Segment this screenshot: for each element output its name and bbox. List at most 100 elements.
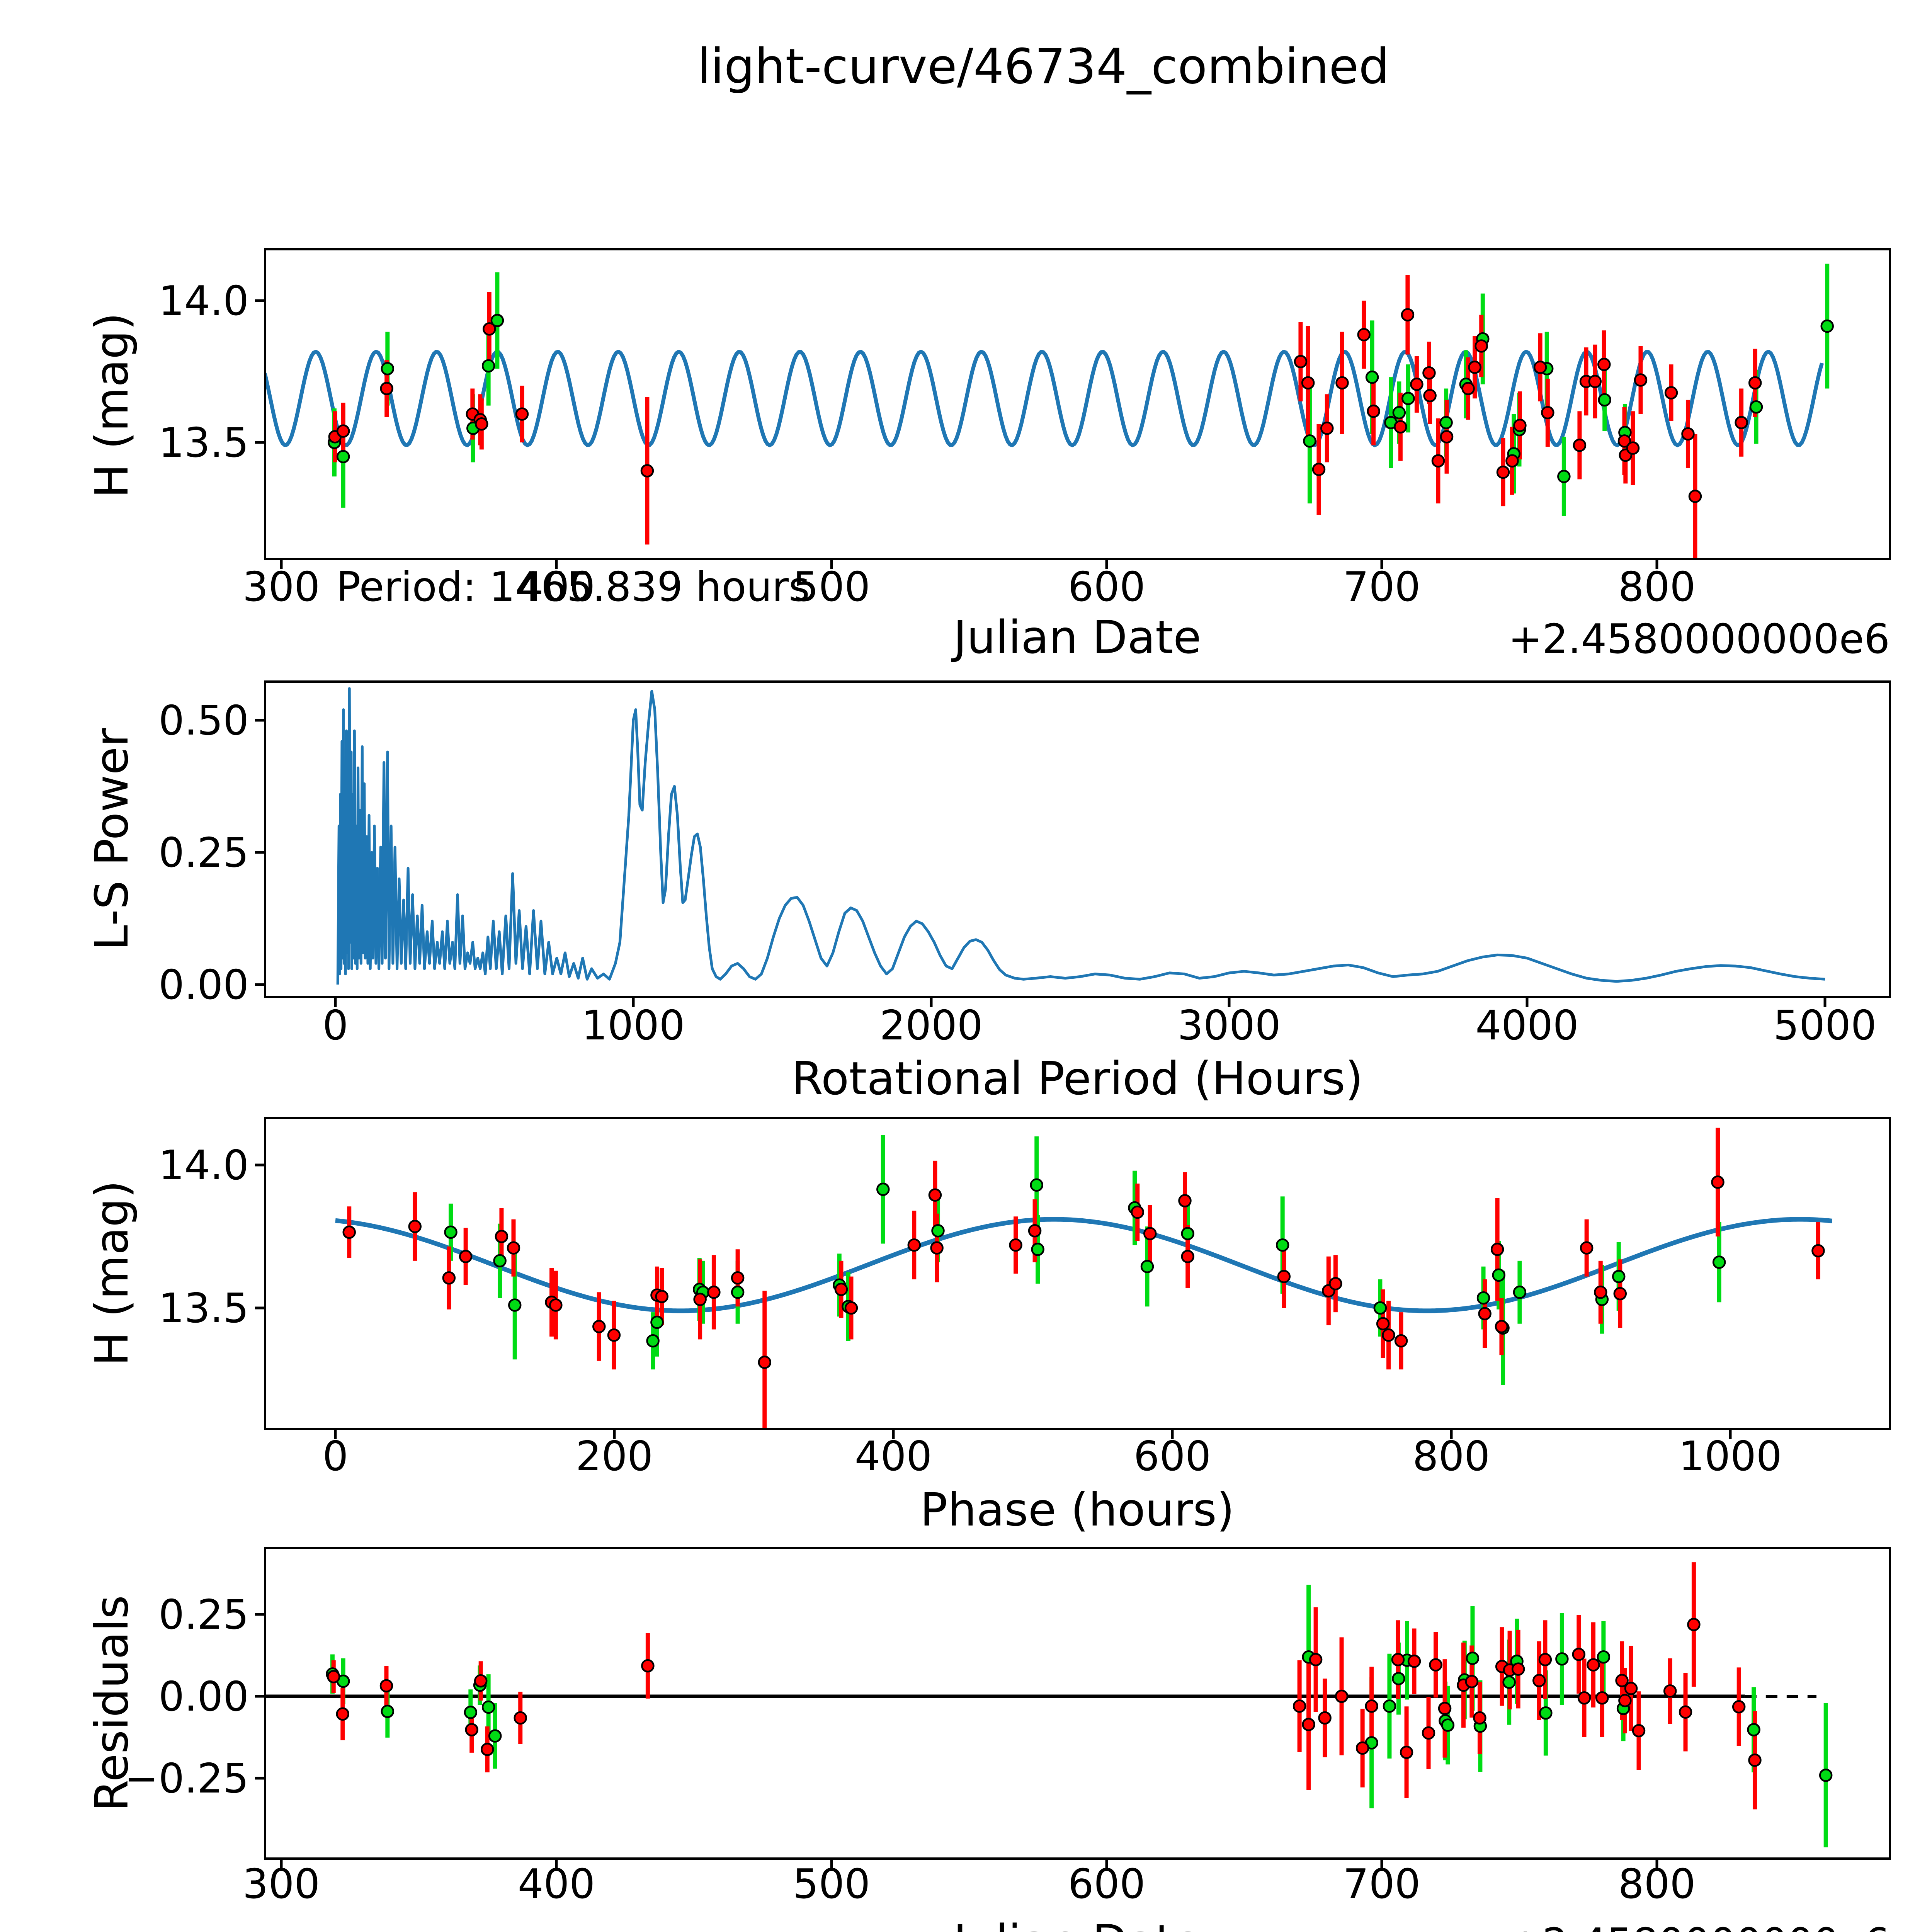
p3-x-tick-label: 200 (576, 1433, 653, 1480)
red-data-point (1732, 1700, 1746, 1714)
p1-x-tick-label: 800 (1618, 563, 1696, 611)
green-data-point (1383, 1699, 1396, 1713)
red-data-point (1422, 366, 1436, 380)
green-data-point (493, 1254, 507, 1268)
red-data-point (592, 1320, 606, 1333)
red-data-point (1422, 1726, 1435, 1740)
p2-x-tick-label: 5000 (1773, 1002, 1876, 1049)
red-data-point (1577, 1691, 1591, 1705)
green-data-point (1392, 1672, 1405, 1685)
p2-x-tick-label: 0 (323, 1002, 349, 1049)
red-data-point (483, 322, 496, 336)
red-data-point (1688, 490, 1702, 503)
red-data-point (459, 1250, 473, 1264)
green-data-point (1502, 1675, 1516, 1689)
red-data-point (1735, 416, 1748, 429)
p3-x-tick-label: 0 (323, 1433, 349, 1480)
red-data-point (1478, 1307, 1492, 1321)
green-data-point (381, 1704, 395, 1718)
green-data-point (1365, 370, 1379, 384)
red-data-point (465, 1723, 478, 1736)
red-data-point (1580, 1241, 1594, 1255)
red-data-point (481, 1743, 494, 1756)
p3-axes-box (264, 1117, 1891, 1430)
red-data-point (474, 1674, 488, 1688)
periodogram-curve (336, 687, 1825, 985)
red-data-point (1028, 1224, 1042, 1238)
p3-x-tick-label: 400 (855, 1433, 932, 1480)
red-data-point (1511, 1662, 1525, 1676)
p2-axes-box (264, 680, 1891, 998)
green-data-point (1392, 406, 1406, 420)
red-data-point (758, 1355, 772, 1369)
p4-x-tick-label: 400 (518, 1861, 595, 1908)
red-data-point (1143, 1227, 1157, 1240)
red-data-point (1811, 1244, 1825, 1258)
red-data-point (1394, 420, 1407, 434)
red-data-point (844, 1301, 858, 1315)
red-data-point (1496, 465, 1510, 479)
red-data-point (336, 1707, 350, 1721)
p1-x-offset: +2.4580000000e6 (1508, 616, 1890, 663)
red-data-point (1301, 376, 1315, 390)
green-data-point (1539, 1706, 1553, 1720)
red-data-point (1594, 1286, 1607, 1299)
green-data-point (1712, 1255, 1726, 1269)
p2-x-tick-label: 4000 (1475, 1002, 1578, 1049)
green-data-point (876, 1182, 890, 1196)
green-data-point (444, 1225, 457, 1239)
red-data-point (515, 407, 529, 421)
red-data-point (1401, 308, 1415, 321)
green-data-point (1476, 1291, 1490, 1305)
red-data-point (408, 1219, 422, 1233)
red-data-point (1617, 434, 1631, 448)
red-data-point (1367, 405, 1380, 418)
red-data-point (1588, 374, 1602, 388)
p2-x-tick-label: 2000 (879, 1002, 983, 1049)
red-data-point (1572, 1648, 1586, 1661)
green-data-point (1181, 1227, 1194, 1240)
p3-x-tick-label: 800 (1413, 1433, 1490, 1480)
p2-y-tick-label: 0.50 (158, 697, 249, 744)
p4-x-offset: +2.4580000000e6 (1508, 1920, 1890, 1932)
red-data-point (1532, 1674, 1546, 1687)
green-data-point (1466, 1651, 1480, 1665)
p1-y-tick-label: 14.0 (158, 277, 249, 325)
green-data-point (481, 1700, 495, 1714)
p1-fit-curve (265, 350, 1824, 447)
p3-ylabel: H (mag) (85, 1180, 138, 1366)
red-data-point (1357, 328, 1371, 342)
p2-xlabel: Rotational Period (Hours) (791, 1052, 1363, 1105)
red-data-point (1382, 1328, 1395, 1342)
red-data-point (1748, 1753, 1762, 1767)
green-data-point (1441, 1718, 1455, 1732)
red-data-point (655, 1290, 668, 1303)
red-data-point (1748, 376, 1762, 390)
green-data-point (731, 1286, 745, 1299)
p3-x-tick-label: 1000 (1679, 1433, 1782, 1480)
red-data-point (1595, 1691, 1609, 1705)
p4-y-tick-label: 0.25 (158, 1591, 249, 1638)
red-data-point (342, 1225, 356, 1239)
p2-x-tick-label: 1000 (582, 1002, 685, 1049)
green-data-point (1373, 1301, 1387, 1315)
p4-x-tick-label: 600 (1068, 1861, 1145, 1908)
green-data-point (1276, 1238, 1289, 1252)
p3-fit-curve (335, 1217, 1833, 1313)
p3-y-tick-label: 14.0 (158, 1142, 249, 1189)
red-data-point (1320, 422, 1334, 435)
red-data-point (1335, 1689, 1349, 1703)
red-data-point (1613, 1287, 1627, 1301)
red-data-point (1465, 1675, 1479, 1689)
red-data-point (475, 417, 488, 431)
green-data-point (1820, 319, 1834, 333)
green-data-point (490, 314, 504, 327)
red-data-point (1626, 441, 1640, 455)
green-data-point (646, 1334, 660, 1348)
red-data-point (1329, 1277, 1342, 1291)
red-data-point (442, 1271, 456, 1285)
red-data-point (1178, 1194, 1192, 1208)
red-data-point (1355, 1741, 1369, 1755)
p3-y-tick-label: 13.5 (158, 1285, 249, 1332)
